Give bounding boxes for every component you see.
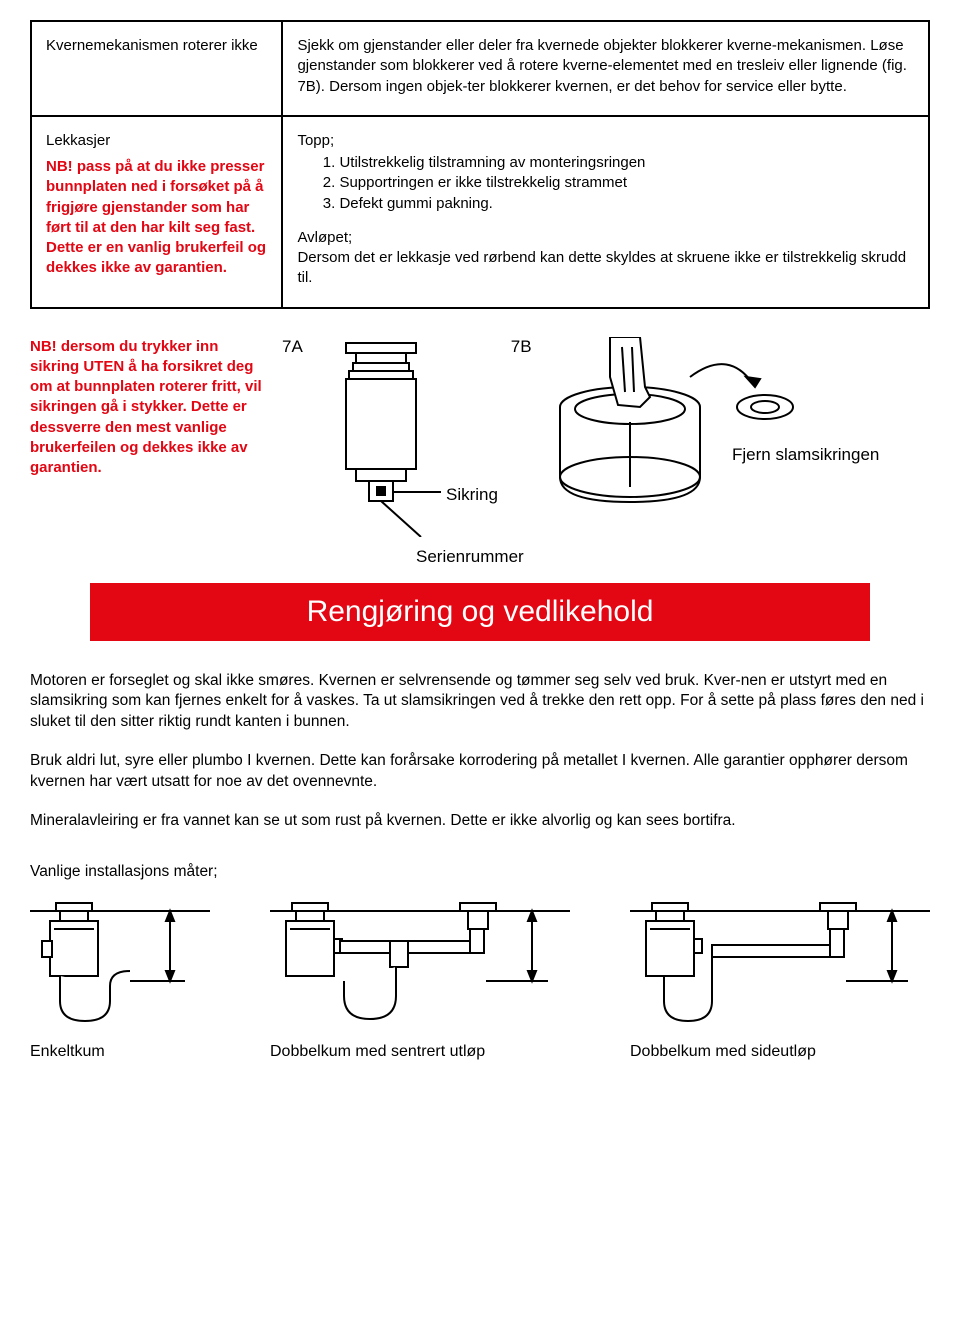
troubleshoot-table: Kvernemekanismen roterer ikke Sjekk om g…	[30, 20, 930, 309]
top-label: Topp;	[297, 131, 914, 151]
serienummer-label: Serienrummer	[416, 547, 524, 567]
diagram-row: NB! dersom du trykker inn sikring UTEN å…	[30, 337, 930, 537]
install-diagrams: Enkeltkum	[30, 901, 930, 1061]
sikring-label: Sikring	[446, 485, 498, 505]
body-paragraph: Bruk aldri lut, syre eller plumbo I kver…	[30, 751, 930, 793]
install-single-icon	[30, 901, 210, 1031]
body-paragraph: Mineralavleiring er fra vannet kan se ut…	[30, 811, 930, 832]
install-double-side-caption: Dobbelkum med sideutløp	[630, 1043, 816, 1061]
row2-title: Lekkasjer	[46, 131, 267, 151]
cause-item: Utilstrekkelig tilstramning av montering…	[339, 153, 914, 173]
fig-7b-label: 7B	[511, 337, 532, 357]
row1-text: Sjekk om gjenstander eller deler fra kve…	[297, 37, 906, 95]
cause-list: Utilstrekkelig tilstramning av montering…	[325, 153, 914, 214]
install-double-center-caption: Dobbelkum med sentrert utløp	[270, 1043, 485, 1061]
fjern-label: Fjern slamsikringen	[732, 445, 879, 465]
fig-7a-icon	[311, 337, 451, 537]
install-heading: Vanlige installasjons måter;	[30, 862, 930, 883]
drain-text: Dersom det er lekkasje ved rørbend kan d…	[297, 248, 914, 289]
row1-title: Kvernemekanismen roterer ikke	[46, 37, 258, 54]
install-single-caption: Enkeltkum	[30, 1043, 105, 1061]
section-banner: Rengjøring og vedlikehold	[90, 583, 870, 641]
cause-item: Defekt gummi pakning.	[339, 194, 914, 214]
install-double-center-icon	[270, 901, 570, 1031]
install-double-side-icon	[630, 901, 930, 1031]
row2-warning: NB! pass på at du ikke presser bunnplate…	[46, 157, 267, 279]
fig-7b-icon	[540, 337, 800, 527]
body-paragraph: Motoren er forseglet og skal ikke smøres…	[30, 671, 930, 734]
cause-item: Supportringen er ikke tilstrekkelig stra…	[339, 173, 914, 193]
drain-label: Avløpet;	[297, 228, 914, 248]
fuse-warning: NB! dersom du trykker inn sikring UTEN å…	[30, 337, 268, 479]
fig-7a-label: 7A	[282, 337, 303, 357]
